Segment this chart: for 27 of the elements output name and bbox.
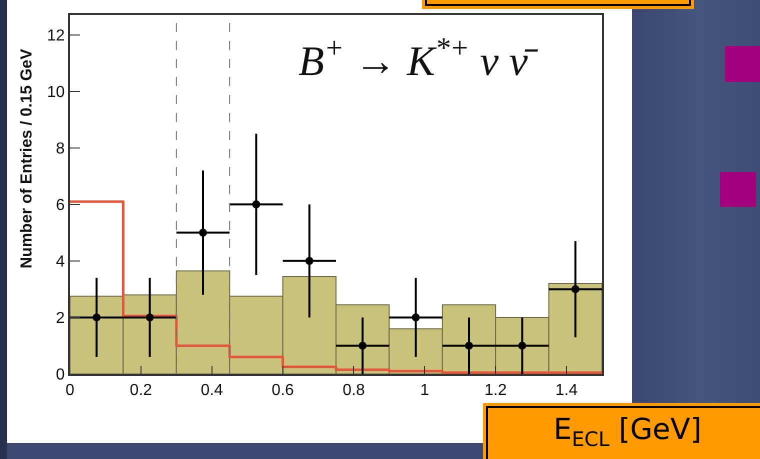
y-tick-label: 8 xyxy=(56,140,65,158)
point xyxy=(305,256,314,265)
point xyxy=(358,342,367,350)
y-tick-label: 2 xyxy=(56,310,65,328)
x-tick-label: 0.6 xyxy=(272,382,294,400)
point xyxy=(518,342,526,350)
point xyxy=(146,313,154,322)
y-axis-title: Number of Entries / 0.15 GeV xyxy=(18,48,36,269)
x-axis-title: E$_{ECL}$ [GeV] xyxy=(552,411,703,453)
text: B$^{+}$ → K$^{*+}$ ν ν̄ xyxy=(298,32,539,85)
x-tick-label: 1 xyxy=(420,382,430,400)
x-tick-label: 0.2 xyxy=(130,382,152,400)
x-tick-label: 1.2 xyxy=(484,382,507,400)
point xyxy=(92,313,101,322)
point xyxy=(199,228,207,237)
x-tick-label: 0.8 xyxy=(342,382,365,400)
y-tick-label: 12 xyxy=(47,27,65,44)
point xyxy=(465,342,473,350)
point xyxy=(252,200,260,208)
x-tick-label: 1.4 xyxy=(555,382,578,400)
point xyxy=(412,313,420,322)
y-tick-label: 0 xyxy=(56,366,65,384)
point xyxy=(571,285,580,294)
y-tick-label: 10 xyxy=(47,84,65,101)
y-tick-label: 6 xyxy=(56,196,65,214)
y-tick-label: 4 xyxy=(56,254,65,271)
x-tick-label: 0.4 xyxy=(200,382,224,400)
